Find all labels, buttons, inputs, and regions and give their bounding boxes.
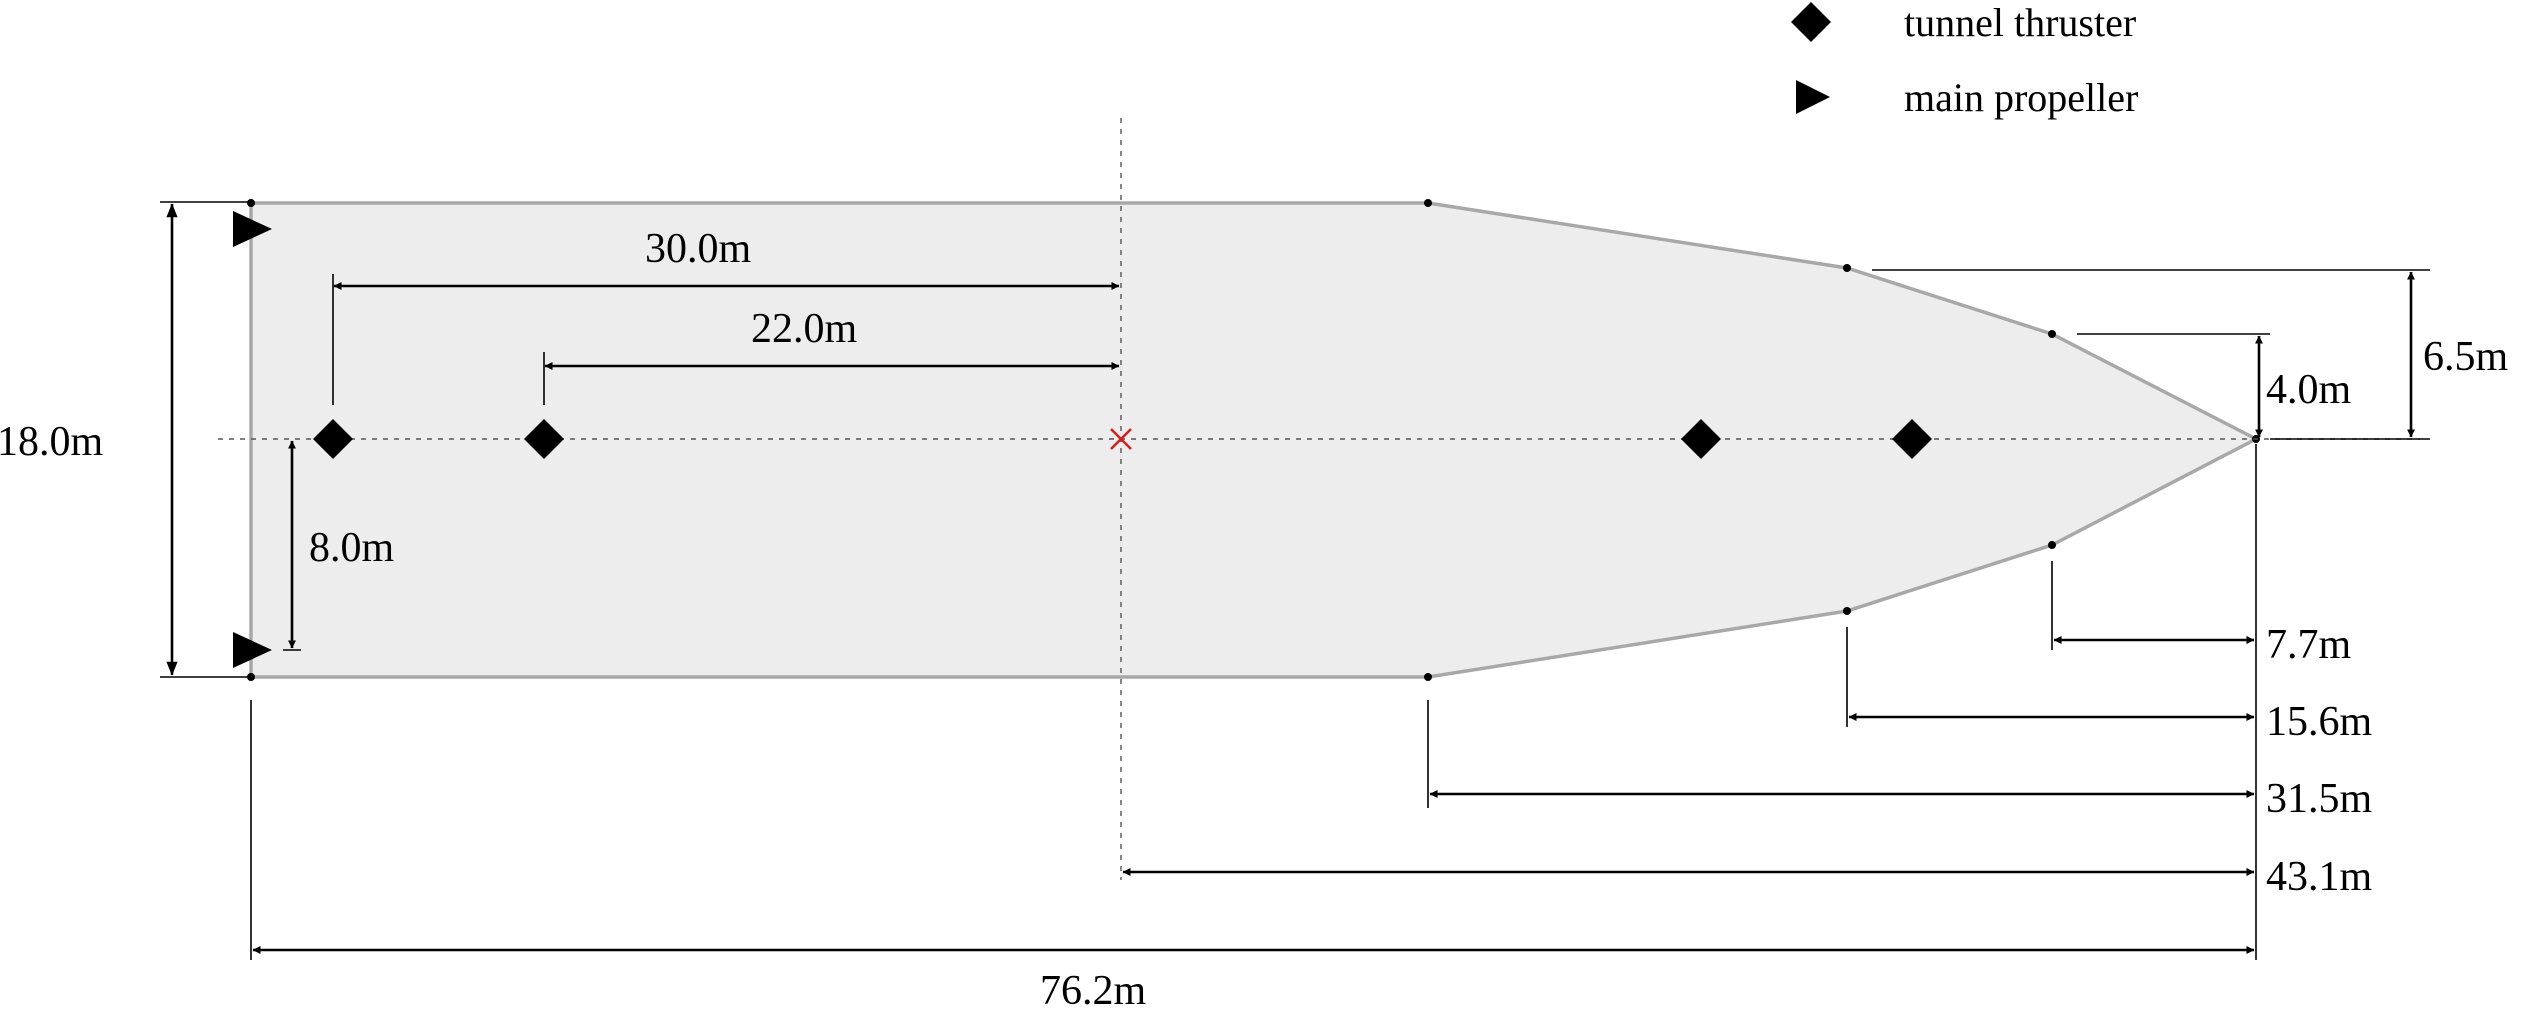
legend-triangle-icon	[1796, 80, 1830, 114]
dimension-bow-segment-3: 31.5m	[1427, 700, 2373, 822]
dimension-aft-thruster-distance: 30.0m	[332, 226, 1120, 405]
label-fwd-thruster-distance: 22.0m	[751, 306, 858, 352]
main-propellers	[233, 211, 272, 668]
label-bow-halfwidth-1: 6.5m	[2423, 334, 2509, 380]
tunnel-thruster-marker	[313, 419, 353, 459]
hull-vertex	[1843, 607, 1851, 615]
label-aft-thruster-distance: 30.0m	[645, 226, 752, 272]
hull-vertex	[247, 199, 255, 207]
main-propeller-marker	[233, 632, 272, 668]
tunnel-thruster-marker	[524, 419, 564, 459]
hull-outline	[249, 201, 2260, 679]
tunnel-thruster-marker	[1892, 419, 1932, 459]
dimension-bow-halfwidth-1: 6.5m	[1872, 269, 2509, 440]
label-bow-segment-3: 31.5m	[2266, 776, 2373, 822]
legend-label-tunnel-thruster: tunnel thruster	[1904, 0, 2136, 45]
label-bow-halfwidth-2: 4.0m	[2266, 367, 2352, 413]
dimension-propeller-offset: 8.0m	[283, 440, 395, 651]
label-overall-width: 18.0m	[0, 419, 104, 465]
hull-vertex	[1424, 199, 1432, 207]
dimension-bow-segment-1: 7.7m	[2051, 561, 2352, 668]
label-propeller-offset: 8.0m	[309, 525, 395, 571]
label-overall-length: 76.2m	[1040, 968, 1147, 1009]
legend: tunnel thruster main propeller	[1791, 0, 2138, 120]
tunnel-thrusters	[313, 419, 1932, 459]
hull-vertex	[2048, 330, 2056, 338]
hull-vertex	[2048, 541, 2056, 549]
label-cg-to-bow: 43.1m	[2266, 854, 2373, 900]
legend-diamond-icon	[1791, 2, 1831, 42]
dimension-bow-segment-2: 15.6m	[1846, 627, 2373, 745]
label-bow-segment-2: 15.6m	[2266, 699, 2373, 745]
hull-vertex	[1424, 673, 1432, 681]
reference-point-marker	[1110, 428, 1132, 450]
dimension-overall-width: 18.0m	[0, 201, 251, 678]
dimension-overall-length: 76.2m	[250, 700, 2255, 1009]
main-propeller-marker	[233, 211, 272, 247]
legend-label-main-propeller: main propeller	[1904, 75, 2138, 120]
dimension-cg-to-bow: 43.1m	[1122, 854, 2373, 900]
dimension-fwd-thruster-distance: 22.0m	[543, 306, 1120, 405]
hull-vertex	[1843, 264, 1851, 272]
dimension-bow-halfwidth-2: 4.0m	[2077, 333, 2352, 438]
label-bow-segment-1: 7.7m	[2266, 622, 2352, 668]
tunnel-thruster-marker	[1681, 419, 1721, 459]
